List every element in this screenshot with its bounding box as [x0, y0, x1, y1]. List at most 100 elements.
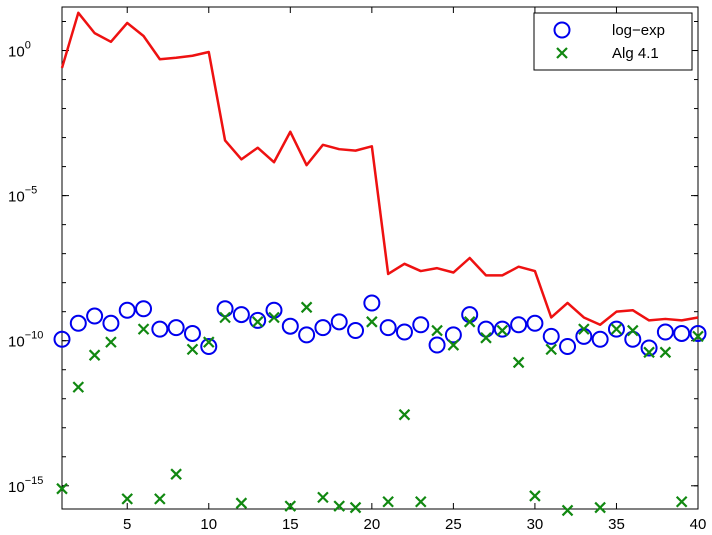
y-tick-base: 10: [8, 189, 25, 206]
data-point-x: [202, 336, 215, 348]
data-point-x: [382, 495, 394, 508]
data-point-x: [105, 336, 117, 348]
legend-marker-circle: [553, 21, 571, 39]
data-point-circle: [395, 323, 413, 341]
data-point-x: [251, 316, 264, 328]
data-point-circle: [412, 316, 430, 334]
data-point-x: [317, 491, 329, 504]
x-tick-label: 25: [445, 516, 462, 533]
data-point-x: [366, 316, 378, 328]
data-point-circle: [347, 322, 365, 340]
y-tick-exponent: 0: [25, 40, 31, 52]
series-0: [60, 11, 699, 326]
data-point-x: [300, 301, 313, 314]
data-point-circle: [444, 326, 462, 344]
y-tick-exponent: −5: [25, 185, 38, 197]
data-point-x: [88, 349, 101, 361]
data-point-circle: [379, 319, 397, 337]
data-point-circle: [86, 307, 104, 325]
series-line: [60, 11, 699, 326]
data-point-x: [610, 323, 623, 335]
data-point-circle: [510, 316, 528, 334]
x-tick-label: 5: [123, 516, 131, 533]
data-point-x: [626, 324, 639, 337]
data-point-circle: [673, 324, 691, 342]
data-point-x: [398, 408, 411, 421]
series-1: [53, 294, 707, 357]
series-layer: [53, 11, 707, 517]
data-point-circle: [363, 294, 381, 312]
data-point-x: [268, 311, 280, 324]
x-tick-label: 10: [200, 516, 217, 533]
data-point-x: [333, 500, 346, 512]
legend-label: log−exp: [612, 22, 665, 39]
y-tick-label: 10−5: [8, 185, 37, 206]
data-point-circle: [53, 330, 71, 348]
data-point-x: [578, 323, 590, 335]
data-point-circle: [232, 306, 250, 324]
data-point-x: [675, 495, 688, 508]
legend-label: Alg 4.1: [612, 45, 659, 62]
data-point-circle: [493, 320, 511, 338]
data-point-x: [186, 343, 199, 356]
x-tick-label: 40: [690, 516, 707, 533]
data-point-circle: [281, 317, 299, 335]
y-tick-label: 10−10: [8, 330, 43, 351]
data-point-x: [512, 356, 525, 369]
data-point-x: [545, 343, 558, 356]
data-point-circle: [640, 339, 658, 357]
data-point-x: [349, 501, 362, 514]
data-point-circle: [151, 320, 169, 338]
x-tick-label: 20: [364, 516, 381, 533]
data-point-circle: [183, 324, 201, 342]
data-point-circle: [607, 320, 625, 338]
data-point-x: [414, 495, 427, 508]
data-point-x: [431, 324, 443, 337]
data-point-x: [496, 324, 509, 337]
y-tick-exponent: −10: [25, 330, 44, 342]
data-point-circle: [526, 314, 544, 332]
x-tick-label: 15: [282, 516, 299, 533]
y-tick-exponent: −15: [25, 475, 44, 487]
data-point-circle: [559, 338, 577, 356]
data-point-circle: [298, 326, 316, 344]
data-point-circle: [102, 314, 120, 332]
data-point-circle: [656, 323, 674, 341]
data-point-x: [529, 490, 541, 502]
data-point-x: [594, 501, 606, 514]
legend-marker-x: [556, 47, 568, 59]
y-tick-base: 10: [8, 44, 25, 61]
data-point-circle: [200, 338, 218, 356]
data-point-circle: [591, 330, 609, 348]
y-tick-label: 100: [8, 40, 31, 61]
x-tick-label: 35: [608, 516, 625, 533]
data-point-circle: [428, 336, 446, 354]
data-point-circle: [314, 319, 332, 337]
y-tick-label: 10−15: [8, 475, 43, 496]
data-point-circle: [69, 314, 87, 332]
data-point-x: [284, 500, 297, 512]
data-point-x: [170, 468, 182, 480]
data-point-x: [219, 311, 231, 324]
data-point-x: [121, 493, 134, 505]
data-point-x: [561, 504, 574, 517]
x-tick-label: 30: [527, 516, 544, 533]
data-point-circle: [689, 324, 707, 342]
data-point-x: [463, 316, 476, 328]
data-point-x: [56, 482, 68, 495]
plot-area: [61, 6, 699, 510]
legend: log−exp Alg 4.1: [533, 12, 693, 71]
data-point-x: [659, 346, 672, 359]
y-tick-base: 10: [8, 479, 25, 496]
data-point-circle: [330, 313, 348, 331]
data-point-circle: [135, 300, 153, 318]
data-point-x: [154, 493, 166, 505]
data-point-x: [137, 323, 150, 335]
y-tick-base: 10: [8, 334, 25, 351]
data-point-x: [447, 339, 460, 351]
data-point-circle: [249, 311, 267, 329]
series-2: [56, 301, 704, 517]
data-point-x: [235, 497, 248, 509]
